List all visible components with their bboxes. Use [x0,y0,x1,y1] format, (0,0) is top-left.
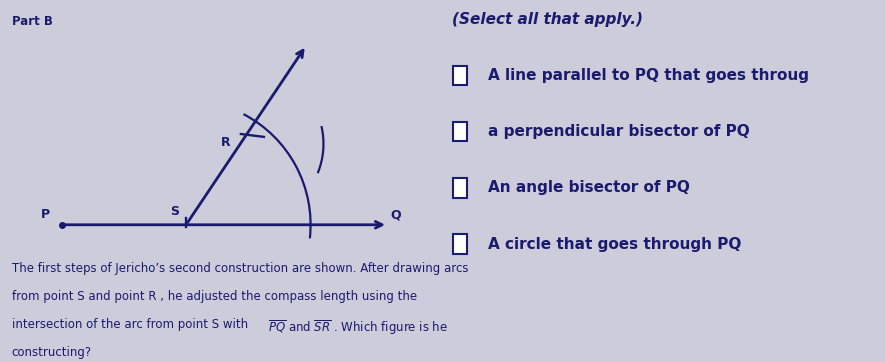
Text: R: R [221,136,231,149]
Bar [453,235,467,254]
Text: Q: Q [390,208,401,221]
Text: An angle bisector of PQ: An angle bisector of PQ [488,180,689,195]
Bar [453,66,467,85]
Text: a perpendicular bisector of PQ: a perpendicular bisector of PQ [488,124,750,139]
Bar [453,122,467,141]
Text: Part B: Part B [12,16,52,29]
Bar [453,178,467,198]
Text: from point S and point R , he adjusted the compass length using the: from point S and point R , he adjusted t… [12,290,417,303]
Text: The first steps of Jericho’s second construction are shown. After drawing arcs: The first steps of Jericho’s second cons… [12,262,468,275]
Text: A circle that goes through PQ: A circle that goes through PQ [488,237,741,252]
Text: $\overline{PQ}$ and $\overline{SR}$ . Which figure is he: $\overline{PQ}$ and $\overline{SR}$ . Wh… [267,318,448,337]
Text: intersection of the arc from point S with: intersection of the arc from point S wit… [12,318,251,331]
Text: constructing?: constructing? [12,346,92,359]
Text: S: S [170,205,179,218]
Text: P: P [42,208,50,221]
Text: (Select all that apply.): (Select all that apply.) [452,12,643,27]
Text: A line parallel to PQ that goes throug: A line parallel to PQ that goes throug [488,68,809,83]
